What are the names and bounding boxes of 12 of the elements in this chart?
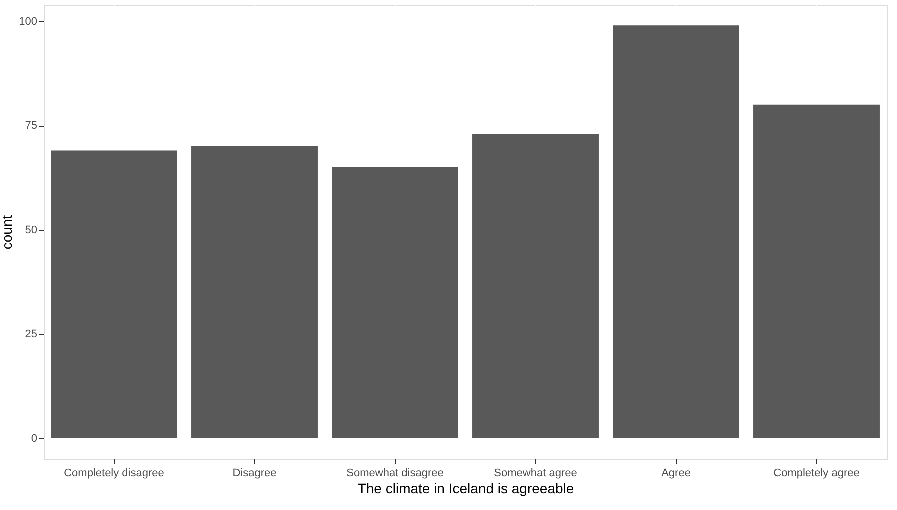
y-tick-label: 50 [25, 224, 38, 236]
y-tick-label: 25 [25, 328, 38, 341]
x-tick-label: Somewhat disagree [346, 468, 444, 480]
y-axis-title: count [0, 215, 16, 250]
x-tick-label: Somewhat agree [494, 468, 578, 480]
x-tick-label: Disagree [232, 468, 277, 480]
x-tick-label: Completely agree [774, 468, 860, 480]
y-tick-label: 100 [19, 16, 38, 28]
x-tick-label: Agree [662, 468, 691, 480]
y-tick-label: 0 [31, 432, 38, 445]
y-tick-label: 75 [25, 120, 38, 132]
x-tick-label: Completely disagree [64, 468, 164, 480]
